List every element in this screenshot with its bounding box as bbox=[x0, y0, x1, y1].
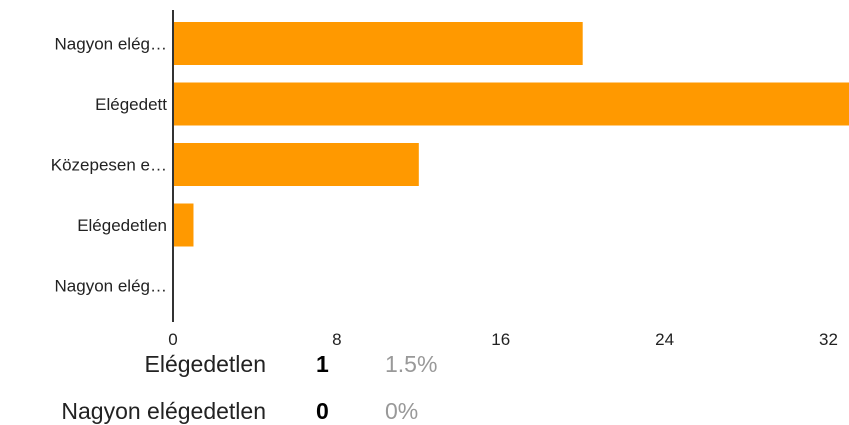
bar bbox=[173, 203, 194, 247]
category-label: Elégedetlen bbox=[77, 216, 167, 235]
category-label: Nagyon elég… bbox=[55, 35, 167, 54]
bar bbox=[173, 82, 849, 126]
summary-label: Nagyon elégedetlen bbox=[61, 398, 266, 424]
summary-count: 0 bbox=[316, 398, 329, 424]
summary-count: 1 bbox=[316, 351, 329, 377]
x-tick-label: 8 bbox=[332, 330, 341, 349]
category-label: Nagyon elég… bbox=[55, 277, 167, 296]
x-tick-label: 32 bbox=[819, 330, 838, 349]
bar bbox=[173, 143, 419, 186]
summary-percent: 1.5% bbox=[385, 351, 438, 377]
summary-percent: 0% bbox=[385, 398, 419, 424]
bar-chart: Nagyon elég… Elégedett Közepesen e… Elégede… bbox=[51, 10, 849, 349]
x-tick-label: 0 bbox=[168, 330, 177, 349]
bar bbox=[173, 22, 583, 65]
x-tick-label: 24 bbox=[655, 330, 674, 349]
x-tick-label: 16 bbox=[491, 330, 510, 349]
category-label: Elégedett bbox=[95, 95, 167, 114]
bar-chart-svg: Nagyon elég… Elégedett Közepesen e… Elégede… bbox=[51, 10, 849, 349]
category-label: Közepesen e… bbox=[51, 156, 167, 175]
summary-label: Elégedetlen bbox=[144, 351, 267, 377]
